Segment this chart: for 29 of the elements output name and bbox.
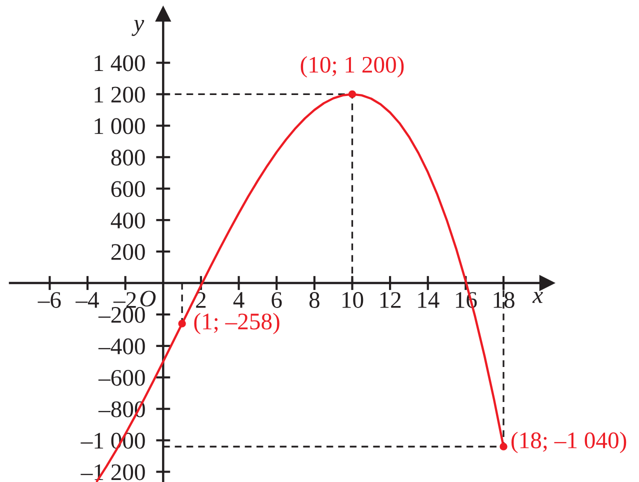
annotation: (18; –1 040)	[511, 432, 626, 454]
x-tick-label: –4	[76, 292, 99, 308]
x-tick-label: –2	[113, 292, 136, 308]
x-tick-label: 14	[418, 292, 440, 308]
y-axis-title: y	[132, 20, 144, 36]
y-tick-label: –200	[98, 306, 145, 323]
x-tick-label: 18	[494, 292, 514, 308]
annotation: O	[140, 290, 156, 307]
x-tick-label: –6	[38, 292, 61, 308]
point	[500, 442, 508, 450]
x-axis-title: x	[532, 292, 543, 303]
x-tick-label: 12	[380, 292, 401, 308]
y-tick-label: 400	[110, 212, 145, 228]
point	[348, 90, 356, 98]
y-tick-label: 1 200	[94, 86, 145, 103]
y-tick-label: –600	[98, 370, 145, 386]
x-tick-label: 8	[309, 292, 320, 308]
annotation: (1; –258)	[194, 312, 280, 334]
x-tick-label: 6	[272, 292, 282, 308]
y-tick-label: 1 000	[94, 118, 145, 134]
y-tick-label: 600	[111, 181, 145, 198]
x-tick-label: 4	[233, 292, 244, 308]
point	[178, 320, 186, 328]
y-tick-label: 1 400	[94, 55, 145, 72]
y-tick-label: 800	[111, 150, 145, 166]
y-tick-label: 200	[111, 244, 145, 260]
annotation: (10; 1 200)	[300, 56, 404, 78]
x-tick-label: 10	[342, 292, 364, 308]
y-tick-label: –400	[98, 338, 145, 354]
